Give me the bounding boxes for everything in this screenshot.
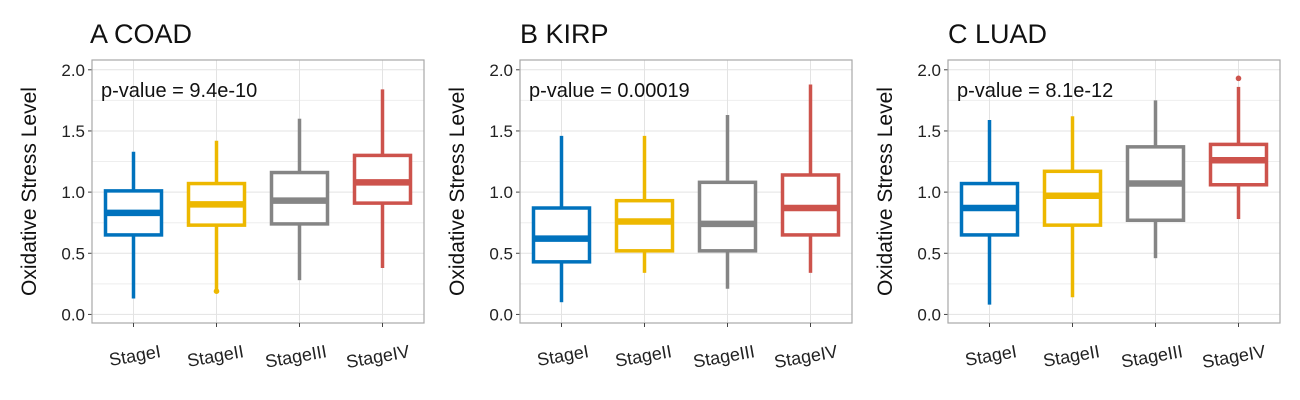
x-tick-label: StageI — [963, 341, 1018, 370]
x-tick-label: StageIV — [773, 341, 840, 372]
box-stageii — [1042, 116, 1103, 298]
y-tick-label: 1.0 — [61, 183, 85, 202]
panel-2: 0.0 0.5 1.0 1.5 2.0 StageI StageII StageIII Stag… — [446, 19, 853, 372]
y-tick-label: 0.5 — [61, 244, 85, 263]
y-tick-label: 0.0 — [917, 305, 941, 324]
outlier-point — [1235, 75, 1242, 82]
x-tick-label: StageII — [186, 341, 246, 371]
y-axis-label: Oxidative Stress Level — [446, 87, 469, 296]
y-tick-label: 2.0 — [61, 61, 85, 80]
box-stageiii — [697, 115, 758, 289]
y-tick-label: 1.5 — [917, 122, 941, 141]
x-tick-label: StageIV — [345, 341, 412, 372]
panel-border — [91, 59, 425, 324]
box-stageiv — [780, 84, 841, 273]
panel-title: C LUAD — [948, 19, 1047, 49]
y-axis-label: Oxidative Stress Level — [874, 87, 897, 296]
y-tick-label: 0.0 — [61, 305, 85, 324]
y-tick-label: 2.0 — [917, 61, 941, 80]
panel-title: B KIRP — [520, 19, 609, 49]
y-tick-label: 0.5 — [917, 244, 941, 263]
box-iqr — [614, 198, 675, 253]
y-tick-label: 1.5 — [489, 122, 513, 141]
box-stageiv — [352, 89, 413, 268]
x-tick-label: StageI — [107, 341, 162, 370]
box-stageii — [614, 135, 675, 273]
panel-1: 0.0 0.5 1.0 1.5 2.0 StageI StageII StageIII Stag… — [18, 19, 425, 372]
x-tick-label: StageIV — [1201, 341, 1268, 372]
y-tick-label: 0.0 — [489, 305, 513, 324]
x-tick-label: StageI — [535, 341, 590, 370]
x-tick-label: StageIII — [1120, 341, 1185, 371]
panel-border — [947, 59, 1281, 324]
y-axis-label: Oxidative Stress Level — [18, 87, 41, 296]
x-tick-label: StageIII — [264, 341, 329, 371]
panel-3: 0.0 0.5 1.0 1.5 2.0 StageI StageII StageIII Stag… — [874, 19, 1281, 372]
y-tick-label: 1.0 — [917, 183, 941, 202]
x-tick-label: StageIII — [692, 341, 757, 371]
p-value-annotation: p-value = 8.1e-12 — [957, 80, 1113, 102]
box-stagei — [531, 135, 592, 303]
box-stageiii — [1125, 100, 1186, 259]
box-stageiii — [269, 118, 330, 281]
x-tick-label: StageII — [614, 341, 674, 371]
panel-border — [519, 59, 853, 324]
box-iqr — [697, 180, 758, 253]
box-iqr — [531, 206, 592, 264]
x-tick-label: StageII — [1042, 341, 1102, 371]
y-tick-label: 2.0 — [489, 61, 513, 80]
box-stageiv — [1208, 75, 1269, 220]
box-stageii — [186, 140, 247, 294]
box-stagei — [959, 119, 1020, 305]
p-value-annotation: p-value = 9.4e-10 — [101, 80, 257, 102]
p-value-annotation: p-value = 0.00019 — [529, 80, 690, 102]
panel-title: A COAD — [90, 19, 192, 49]
y-tick-label: 1.0 — [489, 183, 513, 202]
y-tick-label: 1.5 — [61, 122, 85, 141]
y-tick-label: 0.5 — [489, 244, 513, 263]
outlier-point — [213, 288, 220, 294]
box-iqr — [1208, 142, 1269, 187]
box-stagei — [103, 151, 164, 299]
